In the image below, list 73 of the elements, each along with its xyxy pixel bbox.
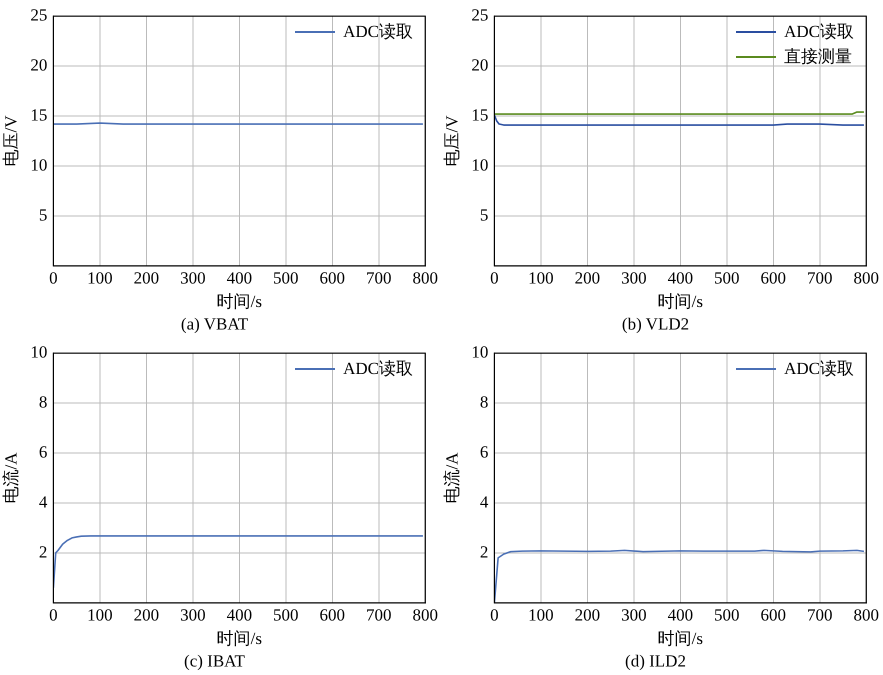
x-tick-label: 100 [87,268,113,288]
x-tick-label: 0 [490,605,499,624]
y-tick-label: 4 [480,492,489,512]
x-tick-label: 300 [180,605,206,624]
x-axis-title: 时间/s [216,292,262,311]
x-tick-label: 600 [760,605,786,624]
x-tick-label: 300 [621,268,647,288]
y-axis-title: 电压/V [442,114,462,166]
text: (b) VLD2 [622,314,690,334]
x-tick-label: 400 [226,605,252,624]
y-tick-label: 8 [38,392,48,412]
y-tick-label: 25 [471,6,488,25]
y-tick-label: 25 [30,6,48,25]
y-tick-label: 5 [480,205,488,224]
x-tick-label: 500 [714,605,740,624]
x-tick-label: 100 [528,268,554,288]
y-tick-label: 15 [471,106,488,125]
x-tick-label: 100 [87,605,113,624]
x-tick-label: 200 [134,605,160,624]
y-tick-label: 6 [480,442,488,462]
y-tick-label: 8 [480,392,488,412]
y-tick-label: 20 [471,56,488,75]
x-tick-label: 300 [180,268,206,288]
y-tick-label: 10 [30,342,48,362]
legend-label: ADC读取 [343,21,413,43]
x-tick-label: 400 [668,268,694,288]
x-tick-label: 600 [760,268,786,288]
y-axis-title: 电流/A [442,452,462,504]
x-tick-label: 200 [134,268,160,288]
x-tick-label: 400 [226,268,252,288]
x-tick-label: 100 [528,605,554,624]
x-tick-label: 600 [320,268,346,288]
x-tick-label: 700 [366,268,392,288]
x-tick-label: 800 [412,268,438,288]
x-tick-label: 400 [668,605,694,624]
y-tick-label: 5 [38,205,48,224]
x-tick-label: 700 [807,268,833,288]
y-tick-label: 10 [471,155,488,174]
x-tick-label: 500 [714,268,740,288]
legend-label: ADC读取 [784,358,854,380]
y-axis-title: 电压/V [2,114,21,166]
x-tick-label: 500 [273,268,299,288]
x-axis-title: 时间/s [658,292,703,311]
y-tick-label: 10 [471,342,488,362]
y-tick-label: 20 [30,56,48,75]
x-tick-label: 800 [854,605,879,624]
x-tick-label: 200 [574,605,600,624]
x-tick-label: 0 [490,268,499,288]
legend-label: ADC读取 [343,358,413,380]
x-tick-label: 800 [854,268,879,288]
x-tick-label: 500 [273,605,299,624]
x-axis-title: 时间/s [658,628,703,648]
x-tick-label: 200 [574,268,600,288]
legend-label: 直接测量 [784,46,852,68]
legend-label: ADC读取 [784,21,854,43]
text: (a) VBAT [180,314,249,334]
y-tick-label: 15 [30,106,48,125]
y-tick-label: 2 [38,542,48,562]
y-tick-label: 2 [480,542,488,562]
x-tick-label: 0 [49,268,58,288]
y-tick-label: 4 [38,492,48,512]
x-tick-label: 700 [807,605,833,624]
y-tick-label: 10 [30,155,48,174]
y-axis-title: 电流/A [2,452,21,504]
x-tick-label: 700 [366,605,392,624]
x-tick-label: 800 [412,605,438,624]
text: (c) IBAT [184,651,246,670]
x-tick-label: 300 [621,605,647,624]
x-tick-label: 0 [49,605,58,624]
y-tick-label: 6 [38,442,48,462]
text: (d) ILD2 [625,651,686,670]
x-tick-label: 600 [320,605,346,624]
x-axis-title: 时间/s [216,628,262,648]
